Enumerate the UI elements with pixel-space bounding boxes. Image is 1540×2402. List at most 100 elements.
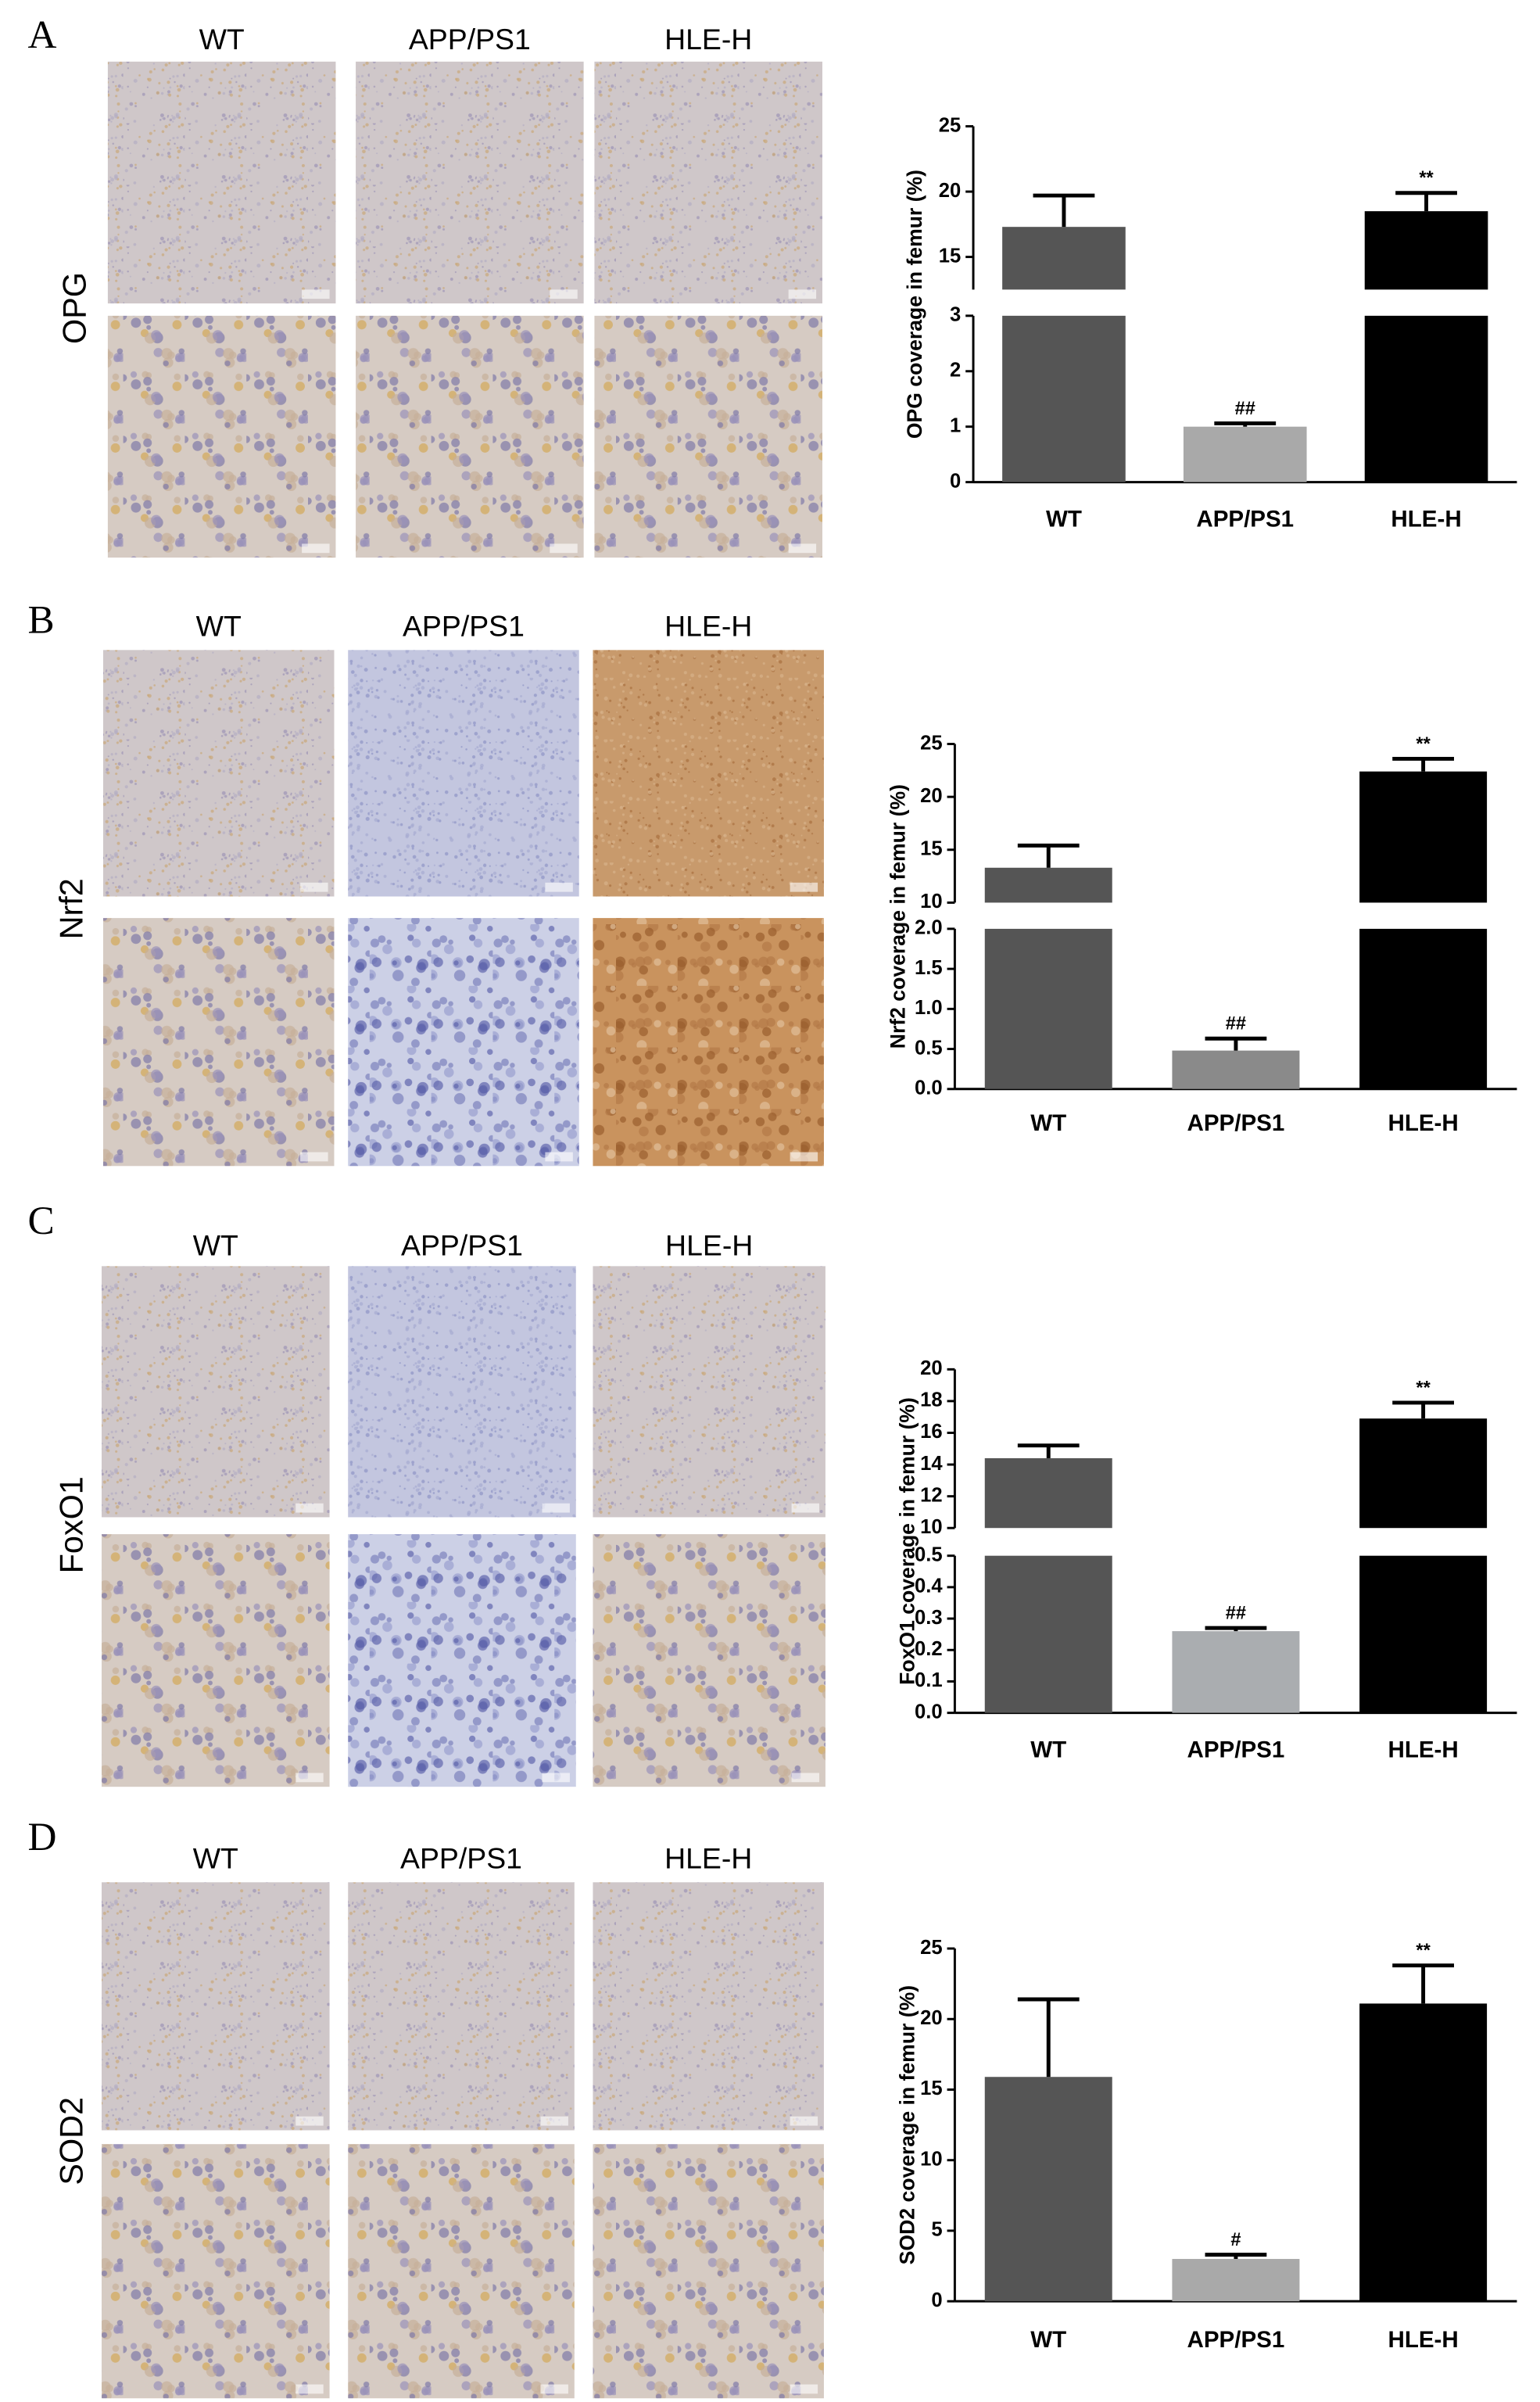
y-tick-label: 0 — [931, 2289, 942, 2311]
bar — [1364, 211, 1488, 290]
scale-bar-box — [302, 543, 330, 554]
micrograph — [102, 650, 335, 897]
significance-label: ## — [1226, 1604, 1246, 1624]
y-tick-label: 0 — [950, 470, 961, 492]
scale-bar-box — [790, 1152, 818, 1162]
scale-bar-box — [540, 2116, 568, 2126]
y-tick-label: 0.3 — [915, 1607, 943, 1629]
scale-bar-box — [540, 2384, 568, 2394]
y-tick-label: 2.0 — [915, 917, 943, 939]
image-label: WT — [193, 1842, 238, 1875]
x-tick-label: APP/PS1 — [1187, 1110, 1285, 1136]
y-tick-label: 20 — [920, 785, 942, 807]
y-tick-label: 15 — [939, 245, 961, 267]
y-tick-label: 14 — [920, 1453, 943, 1475]
scale-bar-box — [295, 1773, 324, 1783]
image-label: HLE-H — [664, 610, 752, 643]
y-tick-label: 25 — [920, 732, 942, 754]
bar — [1172, 2259, 1300, 2302]
x-tick-label: HLE-H — [1388, 1110, 1458, 1136]
bar — [1359, 1418, 1488, 1529]
scale-bar-box — [545, 1152, 573, 1162]
scale-bar-box — [790, 882, 818, 892]
x-tick-label: WT — [1030, 2327, 1066, 2353]
micrograph — [102, 918, 335, 1167]
y-tick-label: 0.0 — [915, 1701, 943, 1723]
bar — [1359, 2003, 1488, 2302]
significance-label: ## — [1226, 1014, 1246, 1034]
bar — [1002, 315, 1126, 482]
y-tick-label: 10 — [920, 891, 942, 912]
micrograph — [348, 1534, 576, 1787]
y-tick-label: 1 — [950, 414, 961, 436]
image-label: WT — [193, 1229, 238, 1262]
micrograph — [593, 1266, 826, 1518]
image-label: HLE-H — [665, 1229, 753, 1262]
significance-label: ** — [1416, 734, 1431, 755]
micrograph — [348, 918, 579, 1167]
x-tick-label: WT — [1046, 507, 1082, 532]
micrograph — [348, 1266, 576, 1518]
scale-bar-box — [791, 1773, 820, 1783]
micrograph — [107, 315, 336, 558]
micrograph — [348, 2144, 575, 2399]
scale-bar-box — [302, 289, 330, 299]
significance-label: ** — [1419, 168, 1434, 188]
bar — [984, 928, 1112, 1089]
y-tick-label: 15 — [920, 838, 942, 860]
scale-bar-box — [788, 289, 817, 299]
image-label: APP/PS1 — [403, 610, 525, 643]
significance-label: ## — [1235, 399, 1255, 419]
x-tick-label: APP/PS1 — [1187, 1737, 1285, 1763]
scale-bar-box — [550, 543, 578, 554]
image-label: APP/PS1 — [400, 1842, 522, 1875]
significance-label: # — [1230, 2230, 1241, 2250]
scale-bar-box — [790, 2116, 818, 2126]
bar — [984, 2077, 1112, 2302]
scale-bar-box — [295, 2116, 324, 2126]
y-tick-label: 10 — [920, 1516, 942, 1538]
x-tick-label: HLE-H — [1388, 1737, 1458, 1763]
y-tick-label: 25 — [939, 114, 961, 136]
micrograph — [593, 2144, 824, 2399]
micrograph — [102, 1266, 330, 1518]
significance-label: ** — [1416, 1941, 1431, 1961]
y-tick-label: 5 — [931, 2219, 942, 2241]
micrograph — [593, 1882, 824, 2131]
micrograph — [356, 61, 584, 304]
micrograph — [356, 315, 584, 558]
bar — [1172, 1050, 1300, 1089]
scale-bar-box — [295, 2384, 324, 2394]
y-tick-label: 2 — [950, 360, 961, 382]
scale-bar-box — [550, 289, 578, 299]
bar — [1359, 771, 1488, 903]
scale-bar-box — [300, 882, 328, 892]
panel-letter: A — [27, 13, 56, 57]
micrograph — [594, 61, 822, 304]
y-tick-label: 25 — [920, 1937, 942, 1959]
micrograph — [107, 61, 336, 304]
micrograph — [102, 2144, 330, 2399]
marker-label: Nrf2 — [53, 878, 89, 939]
x-tick-label: WT — [1030, 1110, 1066, 1136]
y-tick-label: 20 — [920, 1357, 942, 1379]
scale-bar-box — [545, 882, 573, 892]
bar — [1002, 227, 1126, 290]
micrograph — [593, 650, 824, 897]
y-tick-label: 0.5 — [915, 1543, 943, 1565]
x-tick-label: WT — [1030, 1737, 1066, 1763]
y-tick-label: 15 — [920, 2078, 942, 2099]
bar — [1364, 315, 1488, 482]
x-tick-label: APP/PS1 — [1187, 2327, 1285, 2353]
marker-label: FoxO1 — [53, 1476, 89, 1573]
y-axis-label: SOD2 coverage in femur (%) — [895, 1985, 919, 2264]
bar — [984, 867, 1112, 903]
x-tick-label: HLE-H — [1391, 507, 1461, 532]
micrograph — [594, 315, 822, 558]
y-tick-label: 16 — [920, 1421, 942, 1443]
y-axis-label: FoxO1 coverage in femur (%) — [895, 1397, 919, 1685]
micrograph — [348, 650, 579, 897]
image-label: WT — [196, 610, 242, 643]
panel-letter: D — [27, 1815, 56, 1859]
